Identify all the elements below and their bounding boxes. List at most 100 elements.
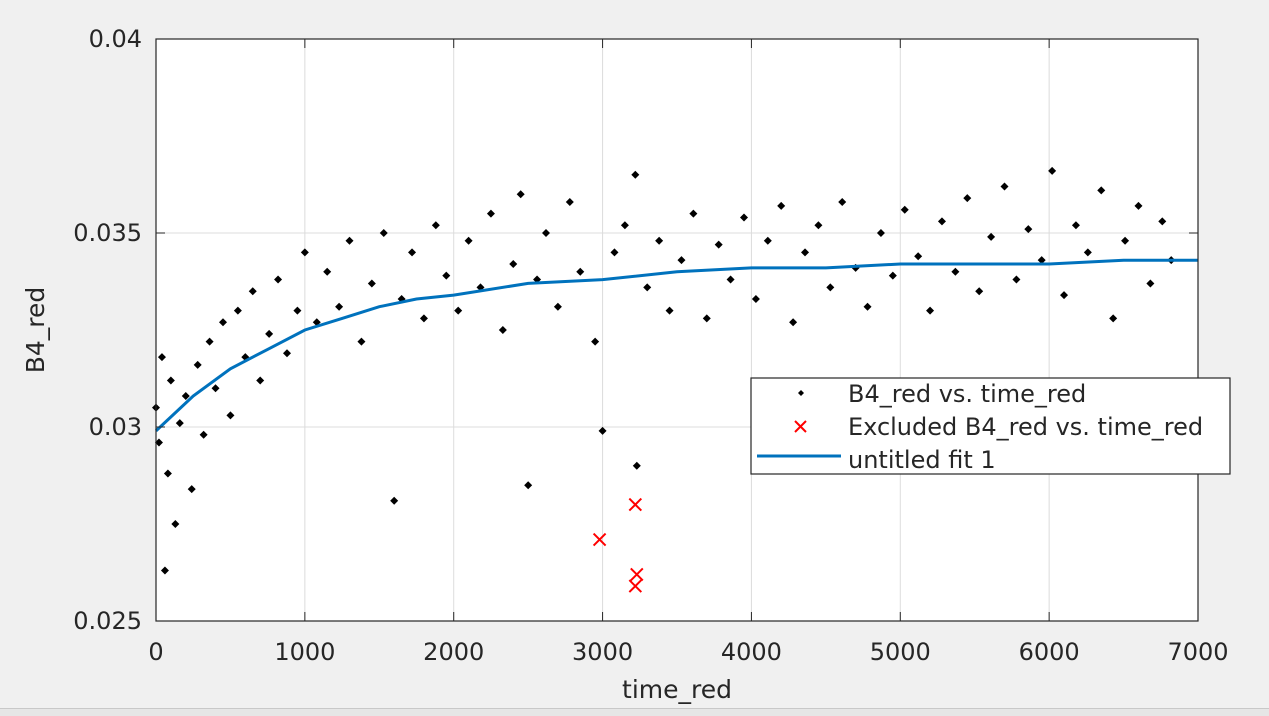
data-point: [655, 236, 664, 245]
tick-labels: 0 1000 2000 3000 4000 5000 6000 7000 0.025 0.03 0.…: [73, 25, 1228, 666]
data-point: [211, 384, 220, 393]
data-point: [1083, 248, 1092, 257]
data-point: [1134, 201, 1143, 210]
data-point: [293, 306, 302, 315]
data-point: [300, 248, 309, 257]
data-point: [987, 232, 996, 241]
legend-marker-dot: [798, 390, 804, 396]
legend-entry-excluded: Excluded B4_red vs. time_red: [794, 413, 1203, 441]
data-point: [677, 256, 686, 265]
data-point: [379, 229, 388, 237]
data-point: [1060, 291, 1069, 300]
data-point: [187, 485, 196, 494]
data-point: [632, 461, 641, 470]
x-tick-label: 4000: [721, 638, 782, 666]
data-point: [926, 306, 935, 315]
data-point: [826, 283, 835, 292]
data-point: [464, 236, 473, 245]
data-point: [282, 349, 291, 358]
data-point: [610, 248, 619, 257]
data-point: [1121, 236, 1130, 245]
data-point: [218, 318, 227, 327]
series-excluded-b4-red-vs-time-red: [592, 497, 644, 593]
data-point: [631, 170, 640, 179]
data-point: [620, 221, 629, 230]
data-point: [1000, 182, 1009, 191]
data-point: [509, 260, 518, 269]
data-point: [1109, 314, 1118, 323]
data-point: [814, 221, 823, 230]
data-point: [863, 302, 872, 311]
plot-frame: [155, 38, 1199, 622]
series-untitled-fit-1: [154, 258, 1198, 432]
data-point: [171, 520, 180, 528]
data-point: [163, 469, 172, 478]
data-point: [714, 240, 723, 249]
data-point: [367, 279, 376, 288]
data-point: [951, 267, 960, 276]
data-point: [166, 376, 175, 385]
data-point: [598, 426, 607, 435]
data-point: [751, 294, 760, 303]
data-point: [419, 314, 428, 323]
data-point: [914, 252, 923, 261]
x-tick-label: 3000: [572, 638, 633, 666]
data-point: [1146, 279, 1155, 288]
legend-label-fit: untitled fit 1: [848, 446, 996, 474]
data-point: [181, 391, 190, 400]
data-point: [542, 229, 551, 237]
x-axis-label: time_red: [622, 675, 732, 704]
data-point: [454, 306, 463, 315]
data-point: [876, 229, 885, 237]
data-point: [1158, 217, 1167, 226]
data-point: [256, 376, 265, 385]
y-tick-label: 0.03: [89, 413, 142, 441]
data-point: [516, 190, 525, 199]
data-point: [345, 236, 354, 245]
data-point: [408, 248, 417, 257]
data-point: [335, 302, 344, 311]
x-tick-label: 7000: [1167, 638, 1228, 666]
legend[interactable]: B4_red vs. time_red Excluded B4_red vs. …: [750, 377, 1231, 475]
data-point: [205, 337, 214, 346]
x-tick-label: 0: [148, 638, 163, 666]
data-point: [789, 318, 798, 327]
x-tick-label: 1000: [274, 638, 335, 666]
fit-line: [154, 258, 1198, 432]
legend-entry-fit: untitled fit 1: [757, 446, 996, 474]
data-point: [498, 326, 507, 334]
data-point: [175, 419, 184, 428]
data-point: [565, 197, 574, 206]
data-point: [937, 217, 946, 226]
data-point: [442, 271, 451, 280]
data-point: [265, 329, 274, 338]
data-point: [233, 306, 242, 315]
legend-marker-x: [794, 420, 807, 433]
data-point: [777, 201, 786, 210]
excluded-point: [592, 532, 607, 547]
y-tick-label: 0.035: [73, 219, 142, 247]
plot-area: [156, 39, 1198, 621]
excluded-point: [630, 567, 644, 582]
data-point: [1012, 275, 1021, 284]
data-point: [1097, 186, 1106, 195]
data-point: [274, 275, 283, 284]
data-point: [160, 566, 169, 575]
data-point: [888, 271, 897, 280]
legend-label-data: B4_red vs. time_red: [848, 380, 1086, 408]
x-tick-label: 5000: [870, 638, 931, 666]
data-point: [157, 353, 166, 362]
data-point: [553, 302, 562, 311]
data-point: [154, 438, 163, 447]
data-point: [763, 236, 772, 245]
data-point: [726, 275, 735, 284]
data-point: [591, 337, 600, 346]
data-point: [1048, 166, 1057, 175]
data-point: [975, 287, 984, 296]
data-point: [838, 197, 847, 206]
data-point: [1024, 225, 1033, 234]
x-tick-label: 2000: [423, 638, 484, 666]
excluded-point: [628, 579, 643, 593]
y-axis-label: B4_red: [21, 287, 50, 374]
data-point: [665, 306, 674, 315]
